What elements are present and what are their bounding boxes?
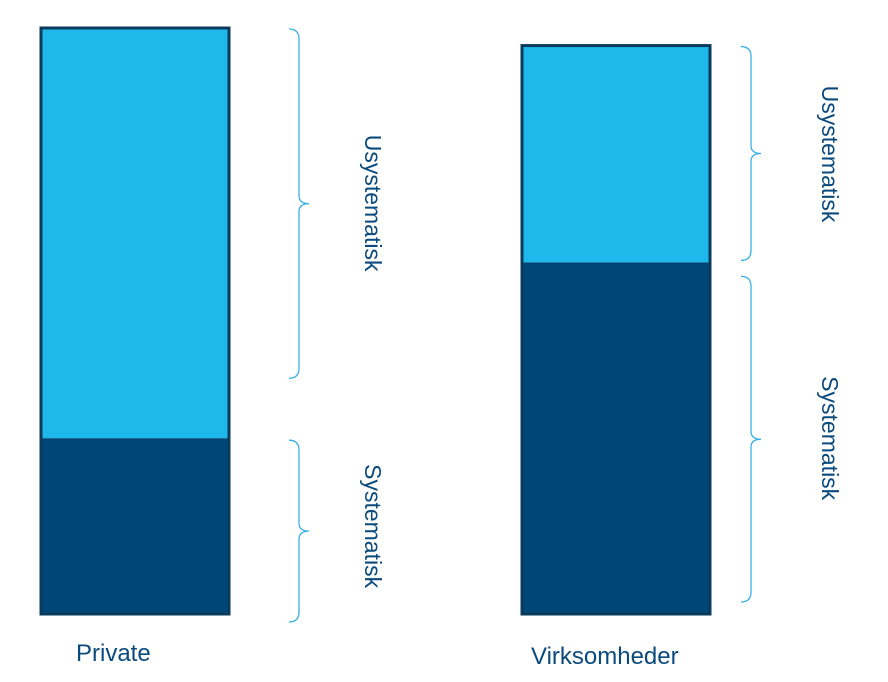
bar-virksomheder-outline — [520, 44, 712, 616]
segment-label-private-usystematisk: Usystematisk — [360, 135, 386, 272]
bars-layer — [39, 26, 712, 616]
bar-private-systematisk — [41, 438, 229, 614]
bar-virksomheder-systematisk — [522, 262, 710, 614]
braces-layer — [288, 28, 762, 623]
brace-virksomheder-systematisk — [740, 275, 762, 603]
segment-label-virksomheder-usystematisk: Usystematisk — [817, 86, 843, 223]
segment-label-virksomheder-systematisk: Systematisk — [817, 376, 843, 500]
bar-virksomheder-usystematisk — [522, 45, 710, 263]
brace-virksomheder-usystematisk — [740, 45, 762, 262]
category-label-virksomheder: Virksomheder — [531, 643, 679, 670]
brace-private-systematisk — [288, 439, 310, 623]
brace-private-usystematisk — [288, 28, 310, 379]
labels-layer: Usystematisk Systematisk Private Usystemati… — [76, 86, 843, 670]
bar-private-usystematisk — [41, 28, 229, 439]
category-label-private: Private — [76, 640, 151, 667]
bar-private-outline — [39, 26, 231, 616]
segment-label-private-systematisk: Systematisk — [360, 464, 386, 588]
